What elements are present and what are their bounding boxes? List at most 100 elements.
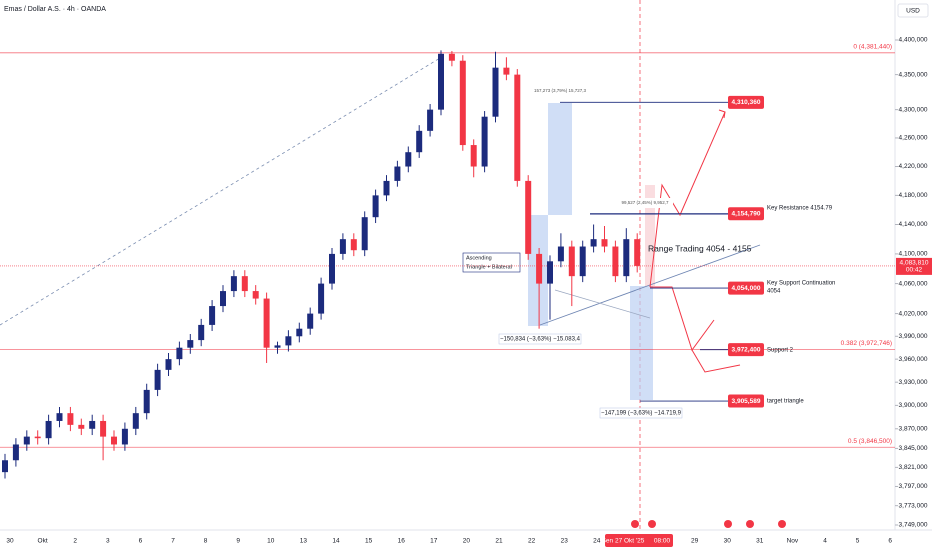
candle-body: [230, 276, 237, 292]
x-tick-label: 8: [204, 538, 208, 545]
candle-body: [34, 436, 41, 439]
target-box: [728, 207, 764, 221]
candle-body: [361, 217, 368, 251]
candle-body: [198, 324, 205, 341]
event-icon: [648, 520, 656, 528]
measure-box: [630, 286, 653, 400]
candle-body: [339, 239, 346, 254]
currency-box: [897, 3, 929, 18]
candle-body: [470, 145, 477, 167]
measure-label-box: [617, 198, 673, 208]
candle-body: [2, 460, 8, 473]
candle-body: [394, 166, 401, 181]
candle-body: [12, 444, 19, 461]
y-tick-label: 3,821,000: [899, 464, 928, 471]
candle-body: [132, 413, 139, 429]
candle-body: [23, 436, 30, 445]
y-tick-label: 4,100,000: [899, 251, 928, 258]
event-icon: [746, 520, 754, 528]
candle-body: [438, 53, 444, 110]
candle-body: [67, 413, 74, 425]
countdown: 00:42: [906, 267, 923, 274]
candle-body: [187, 340, 194, 348]
candle-body: [525, 180, 532, 254]
event-icon: [724, 520, 732, 528]
last-price-box: [896, 257, 932, 275]
candle-body: [241, 276, 248, 292]
target-note: 4054: [767, 289, 781, 295]
candle-body: [165, 359, 172, 370]
candle-body: [100, 420, 107, 437]
candle-body: [405, 152, 412, 167]
candle-body: [154, 369, 161, 390]
x-tick-label: 5: [856, 538, 860, 545]
x-tick-label: 30: [6, 538, 14, 545]
measure-label: 157,273 (3,79%) 15,727,3: [534, 88, 587, 93]
chart-title: Emas / Dollar A.S. · 4h · OANDA: [4, 6, 106, 13]
measure-label: 99,527 (2,45%) 9,952,7: [621, 200, 669, 205]
x-tick-label: 17: [430, 538, 438, 545]
y-tick-label: 3,845,000: [899, 445, 928, 452]
candle-body: [536, 253, 543, 284]
range-label: Range Trading 4054 - 4155: [648, 243, 752, 253]
candle-body: [568, 246, 575, 277]
y-tick-label: 4,020,000: [899, 310, 928, 317]
x-tick-label: 4: [823, 538, 827, 545]
candle-body: [176, 347, 183, 360]
y-tick-label: 3,990,000: [899, 333, 928, 340]
projection-arrow: [650, 286, 715, 352]
y-tick-label: 4,060,000: [899, 280, 928, 287]
target-label: 3,972,400: [732, 346, 761, 353]
candle-body: [56, 413, 63, 421]
candle-body: [459, 60, 466, 146]
event-icon: [778, 520, 786, 528]
candle-body: [143, 389, 150, 414]
y-tick-label: 4,220,000: [899, 163, 928, 170]
trend-line: [0, 54, 446, 326]
candle-body: [329, 253, 335, 284]
target-box: [728, 343, 764, 357]
candle-body: [263, 298, 270, 348]
y-tick-label: 3,930,000: [899, 379, 928, 386]
crosshair-date: Sen 27 Okt '25: [602, 538, 645, 545]
measure-label-box: [599, 407, 683, 419]
fib-label: 0.5 (3,846,500): [848, 438, 892, 445]
x-tick-label: 3: [106, 538, 110, 545]
x-tick-label: 23: [561, 538, 569, 545]
y-tick-label: 3,749,000: [899, 522, 928, 529]
candle-body: [274, 345, 281, 348]
candle-body: [448, 53, 455, 61]
x-tick-label: 10: [267, 538, 275, 545]
projection-arrow: [691, 349, 741, 373]
y-tick-label: 4,260,000: [899, 135, 928, 142]
x-tick-label: 31: [756, 538, 764, 545]
candle-body: [514, 74, 521, 181]
x-tick-label: 16: [398, 538, 406, 545]
pattern-box: [462, 252, 521, 273]
target-note: Key Support Continuation: [767, 281, 835, 287]
target-note: Support 2: [767, 347, 794, 353]
candle-body: [285, 336, 292, 346]
candle-body: [427, 109, 434, 131]
candle-body: [318, 283, 325, 314]
y-tick-label: 3,797,000: [899, 483, 928, 490]
y-tick-label: 3,960,000: [899, 356, 928, 363]
candle-body: [372, 195, 379, 218]
y-tick-label: 4,350,000: [899, 71, 928, 78]
candle-body: [481, 116, 488, 167]
candle-body: [503, 67, 510, 75]
candle-body: [307, 313, 314, 329]
measure-label: −150,834 (−3,63%) −15.083,4: [500, 337, 581, 343]
candle-body: [121, 428, 128, 445]
candle-body: [45, 420, 52, 439]
candle-body: [492, 67, 499, 117]
candle-body: [579, 246, 586, 277]
candle-body: [89, 420, 96, 429]
y-tick-label: 4,400,000: [899, 37, 928, 44]
x-tick-label: 7: [171, 538, 175, 545]
y-tick-label: 3,900,000: [899, 402, 928, 409]
x-tick-label: Okt: [38, 538, 48, 545]
target-box: [728, 95, 764, 109]
candle-body: [601, 239, 608, 247]
